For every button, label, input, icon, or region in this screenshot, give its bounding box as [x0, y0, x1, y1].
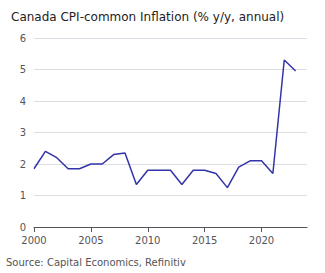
svg-text:0: 0 [20, 222, 26, 233]
svg-text:2010: 2010 [135, 235, 160, 246]
svg-text:3: 3 [20, 127, 26, 138]
svg-text:2: 2 [20, 159, 26, 170]
svg-text:2005: 2005 [78, 235, 103, 246]
svg-text:Source: Capital Economics, Ref: Source: Capital Economics, Refinitiv [6, 257, 186, 268]
svg-text:4: 4 [20, 96, 26, 107]
svg-text:2015: 2015 [192, 235, 217, 246]
svg-text:2020: 2020 [249, 235, 274, 246]
svg-text:Canada CPI-common Inflation (%: Canada CPI-common Inflation (% y/y, annu… [11, 10, 284, 24]
svg-text:5: 5 [20, 64, 26, 75]
svg-text:2000: 2000 [21, 235, 46, 246]
svg-text:1: 1 [20, 190, 26, 201]
svg-text:6: 6 [20, 33, 26, 44]
